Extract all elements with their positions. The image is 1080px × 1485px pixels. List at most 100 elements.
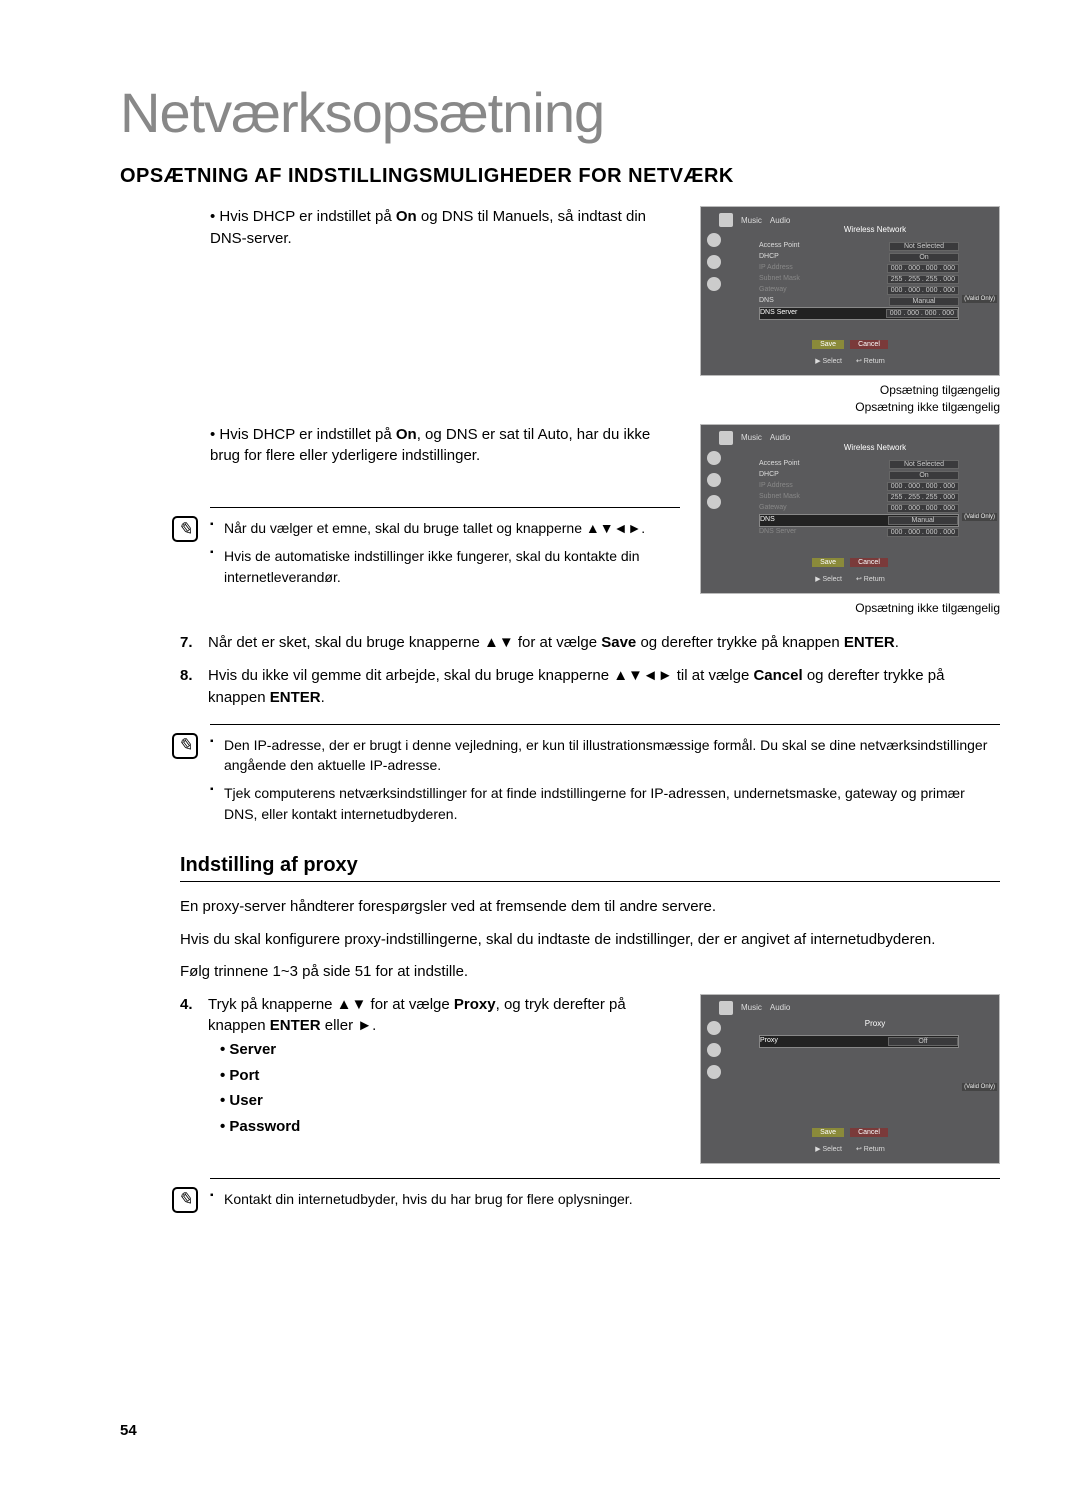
row-proxy: 4. Tryk på knapperne ▲▼ for at vælge Pro… bbox=[120, 994, 1000, 1164]
side-icon bbox=[707, 1021, 721, 1035]
note-icon: ✎ bbox=[172, 1187, 198, 1213]
row-dhcp-manual: • Hvis DHCP er indstillet på On og DNS t… bbox=[120, 206, 1000, 416]
step-number: 4. bbox=[180, 994, 200, 1140]
text: • Hvis DHCP er indstillet på bbox=[210, 426, 396, 443]
side-icon bbox=[707, 1065, 721, 1079]
setting-row: Gateway000 . 000 . 000 . 000 bbox=[759, 285, 959, 296]
setting-row[interactable]: DHCPOn bbox=[759, 470, 959, 481]
note-block-2: ✎ Den IP-adresse, der er brugt i denne v… bbox=[210, 724, 1000, 824]
text: Når det er sket, skal du bruge knapperne… bbox=[208, 634, 601, 651]
figure-1: Music Audio Wireless Network Access Point… bbox=[700, 206, 1000, 416]
save-button[interactable]: Save bbox=[812, 340, 844, 349]
note-item: Hvis de automatiske indstillinger ikke f… bbox=[210, 546, 680, 587]
step-number: 7. bbox=[180, 632, 200, 655]
proxy-field-list: Server Port User Password bbox=[220, 1037, 680, 1139]
music-icon bbox=[719, 431, 733, 445]
figure-2: MusicAudio Wireless Network Access Point… bbox=[700, 424, 1000, 617]
setting-row: Subnet Mask255 . 255 . 255 . 000 bbox=[759, 274, 959, 285]
screenshot-wireless-2: MusicAudio Wireless Network Access Point… bbox=[700, 424, 1000, 594]
setting-row: Subnet Mask255 . 255 . 255 . 000 bbox=[759, 492, 959, 503]
note-item: Den IP-adresse, der er brugt i denne vej… bbox=[210, 735, 1000, 776]
note-block-1: ✎ Når du vælger et emne, skal du bruge t… bbox=[210, 507, 680, 587]
note-block-3: ✎ Kontakt din internetudbyder, hvis du h… bbox=[210, 1178, 1000, 1209]
screenshot-proxy: MusicAudio Proxy ProxyOff SaveCancel ▶ S… bbox=[700, 994, 1000, 1164]
cancel-button[interactable]: Cancel bbox=[850, 558, 888, 567]
side-icon bbox=[707, 277, 721, 291]
text: Tryk på knapperne ▲▼ for at vælge bbox=[208, 996, 454, 1013]
row-dhcp-auto: • Hvis DHCP er indstillet på On, og DNS … bbox=[120, 424, 1000, 617]
footer-return: ↩ Return bbox=[856, 357, 885, 365]
save-button[interactable]: Save bbox=[812, 558, 844, 567]
setting-row: IP Address000 . 000 . 000 . 000 bbox=[759, 263, 959, 274]
panel-title: Wireless Network bbox=[781, 225, 969, 234]
text: og derefter trykke på knappen bbox=[636, 634, 844, 651]
setting-row: IP Address000 . 000 . 000 . 000 bbox=[759, 481, 959, 492]
setting-row[interactable]: DHCPOn bbox=[759, 252, 959, 263]
bold-proxy: Proxy bbox=[454, 996, 496, 1013]
proxy-field: Port bbox=[220, 1063, 680, 1089]
step-4: 4. Tryk på knapperne ▲▼ for at vælge Pro… bbox=[180, 994, 680, 1140]
bold-on: On bbox=[396, 426, 417, 443]
proxy-field: Password bbox=[220, 1114, 680, 1140]
footer-return: ↩ Return bbox=[856, 575, 885, 583]
valid-only-tag: (Valid Only) bbox=[962, 1083, 997, 1091]
label: Audio bbox=[770, 1003, 790, 1012]
note-icon: ✎ bbox=[172, 733, 198, 759]
side-icon bbox=[707, 451, 721, 465]
label: Audio bbox=[770, 216, 790, 225]
section-heading: OPSÆTNING AF INDSTILLINGSMULIGHEDER FOR … bbox=[120, 165, 1000, 188]
cancel-button[interactable]: Cancel bbox=[850, 340, 888, 349]
setting-row[interactable]: DNSManual bbox=[759, 296, 959, 307]
panel-title: Wireless Network bbox=[781, 443, 969, 452]
screenshot-wireless-1: Music Audio Wireless Network Access Point… bbox=[700, 206, 1000, 376]
setting-row: Gateway000 . 000 . 000 . 000 bbox=[759, 503, 959, 514]
music-icon bbox=[719, 1001, 733, 1015]
setting-row[interactable]: DNSManual bbox=[759, 514, 959, 527]
text: eller ►. bbox=[321, 1017, 377, 1034]
footer-return: ↩ Return bbox=[856, 1145, 885, 1153]
proxy-field: User bbox=[220, 1088, 680, 1114]
para-dhcp-manual: • Hvis DHCP er indstillet på On og DNS t… bbox=[210, 206, 680, 250]
bold-enter: ENTER bbox=[270, 689, 321, 706]
proxy-para-2: Hvis du skal konfigurere proxy-indstilli… bbox=[180, 929, 1000, 952]
label: Audio bbox=[770, 433, 790, 442]
chapter-title: Netværksopsætning bbox=[120, 80, 1000, 145]
setting-row[interactable]: Access PointNot Selected bbox=[759, 241, 959, 252]
proxy-row[interactable]: ProxyOff bbox=[759, 1035, 959, 1048]
bold-enter: ENTER bbox=[844, 634, 895, 651]
valid-only-tag: (Valid Only) bbox=[962, 295, 997, 303]
panel-title: Proxy bbox=[781, 1019, 969, 1028]
cancel-button[interactable]: Cancel bbox=[850, 1128, 888, 1137]
gear-icon bbox=[707, 1043, 721, 1057]
setting-row: DNS Server000 . 000 . 000 . 000 bbox=[759, 527, 959, 538]
side-icon bbox=[707, 233, 721, 247]
side-icon bbox=[707, 495, 721, 509]
figure-caption: Opsætning tilgængelig Opsætning ikke til… bbox=[700, 382, 1000, 416]
proxy-heading: Indstilling af proxy bbox=[180, 854, 1000, 882]
text: . bbox=[321, 689, 325, 706]
caption-line: Opsætning ikke tilgængelig bbox=[700, 600, 1000, 617]
bold-enter: ENTER bbox=[270, 1017, 321, 1034]
note-item: Tjek computerens netværksindstillinger f… bbox=[210, 783, 1000, 824]
setting-row[interactable]: Access PointNot Selected bbox=[759, 459, 959, 470]
note-item: Når du vælger et emne, skal du bruge tal… bbox=[210, 518, 680, 538]
setting-row[interactable]: DNS Server000 . 000 . 000 . 000 bbox=[759, 307, 959, 320]
gear-icon bbox=[707, 473, 721, 487]
para-dhcp-auto: • Hvis DHCP er indstillet på On, og DNS … bbox=[210, 424, 680, 468]
figure-proxy: MusicAudio Proxy ProxyOff SaveCancel ▶ S… bbox=[700, 994, 1000, 1164]
figure-caption: Opsætning ikke tilgængelig bbox=[700, 600, 1000, 617]
label: Music bbox=[741, 216, 762, 225]
footer-select: ▶ Select bbox=[815, 575, 842, 583]
text: . bbox=[895, 634, 899, 651]
step-8: 8. Hvis du ikke vil gemme dit arbejde, s… bbox=[180, 665, 1000, 710]
valid-only-tag: (Valid Only) bbox=[962, 513, 997, 521]
note-icon: ✎ bbox=[172, 516, 198, 542]
save-button[interactable]: Save bbox=[812, 1128, 844, 1137]
numbered-steps: 7. Når det er sket, skal du bruge knappe… bbox=[180, 632, 1000, 710]
text: • Hvis DHCP er indstillet på bbox=[210, 208, 396, 225]
proxy-para-3: Følg trinnene 1~3 på side 51 for at inds… bbox=[180, 961, 1000, 984]
text: Hvis du ikke vil gemme dit arbejde, skal… bbox=[208, 667, 753, 684]
footer-select: ▶ Select bbox=[815, 1145, 842, 1153]
note-item: Kontakt din internetudbyder, hvis du har… bbox=[210, 1189, 1000, 1209]
gear-icon bbox=[707, 255, 721, 269]
